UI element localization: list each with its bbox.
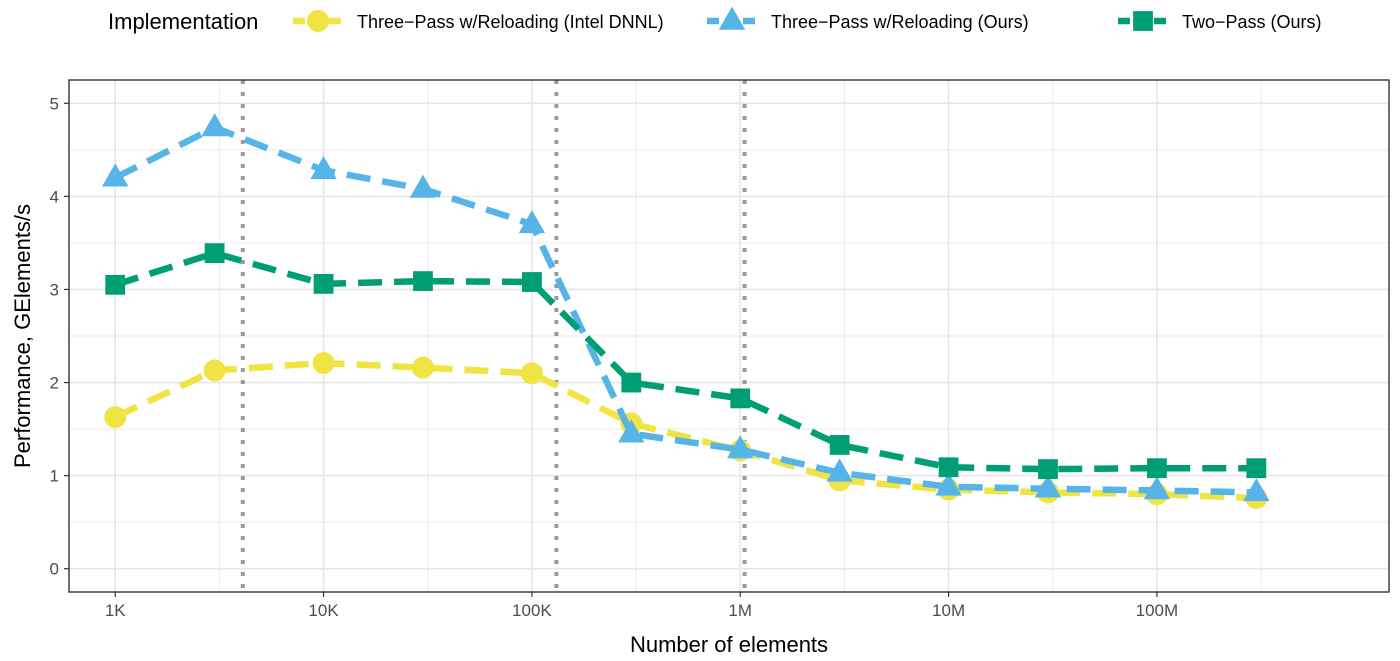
data-point	[1143, 476, 1171, 500]
grid-minor	[69, 80, 1389, 592]
data-point	[1147, 458, 1167, 479]
series-line	[113, 359, 1257, 502]
data-point	[938, 457, 959, 478]
y-tick-label: 5	[50, 94, 59, 113]
x-tick-label: 10M	[932, 601, 965, 620]
data-point	[730, 388, 751, 409]
data-point	[104, 405, 127, 428]
legend-swatch-marker	[718, 6, 746, 30]
legend-label: Three−Pass w/Reloading (Ours)	[771, 12, 1029, 32]
data-point	[522, 272, 542, 292]
data-point	[204, 243, 225, 264]
data-point	[518, 209, 546, 234]
data-point	[1246, 458, 1267, 479]
legend: Implementation Three−Pass w/Reloading (I…	[108, 6, 1322, 34]
data-point	[313, 273, 334, 294]
y-tick-label: 4	[50, 187, 59, 206]
data-point	[520, 362, 543, 385]
reference-lines	[240, 80, 747, 592]
data-point	[409, 174, 437, 198]
data-point	[201, 113, 228, 137]
grid-major	[69, 80, 1389, 592]
legend-title: Implementation	[108, 9, 258, 34]
y-tick-label: 0	[50, 560, 59, 579]
data-point	[102, 163, 129, 187]
series-2	[102, 113, 1270, 502]
data-point	[310, 155, 337, 180]
data-point	[312, 351, 335, 374]
x-tick-label: 1M	[728, 601, 752, 620]
y-tick-label: 3	[50, 280, 59, 299]
legend-swatch-marker	[1133, 11, 1153, 31]
data-point	[727, 435, 754, 459]
data-point	[1038, 459, 1058, 480]
series-line	[113, 124, 1257, 496]
legend-label: Three−Pass w/Reloading (Intel DNNL)	[357, 12, 664, 32]
y-tick-label: 2	[50, 374, 59, 393]
data-point	[1034, 474, 1062, 498]
data-point	[413, 271, 433, 291]
x-axis: 1K 10K 100K 1M 10M 100M	[105, 592, 1178, 620]
legend-label: Two−Pass (Ours)	[1182, 12, 1322, 32]
series-line	[114, 249, 1257, 473]
series-layer	[102, 113, 1270, 509]
x-tick-label: 100M	[1136, 601, 1179, 620]
x-tick-label: 1K	[105, 601, 126, 620]
legend-swatch-marker	[307, 10, 329, 32]
x-axis-title: Number of elements	[630, 632, 828, 657]
y-axis: 0 1 2 3 4 5	[50, 94, 69, 579]
plot-border	[68, 79, 1390, 593]
series-3	[105, 243, 1267, 480]
data-point	[105, 274, 126, 295]
data-point	[203, 359, 226, 382]
data-point	[826, 458, 853, 482]
data-point	[411, 356, 434, 379]
data-point	[829, 435, 850, 455]
x-tick-label: 100K	[512, 601, 552, 620]
x-tick-label: 10K	[308, 601, 339, 620]
data-point	[1243, 478, 1270, 502]
y-axis-title: Performance, GElements/s	[10, 204, 35, 468]
data-point	[935, 472, 962, 496]
data-point	[621, 372, 642, 393]
y-tick-label: 1	[50, 467, 59, 486]
data-point	[618, 419, 645, 443]
